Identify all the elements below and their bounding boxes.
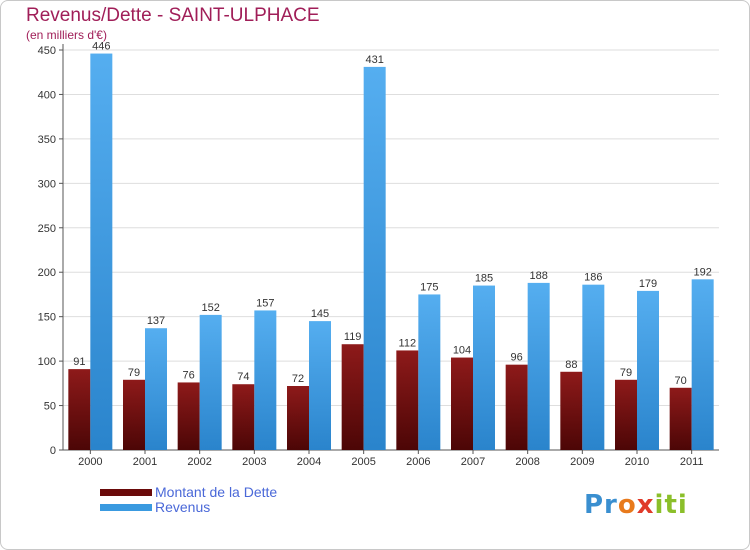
bar-value-label: 72 xyxy=(292,373,304,385)
bar-dette xyxy=(560,371,583,450)
bar-value-label: 179 xyxy=(639,278,657,290)
x-tick-label: 2009 xyxy=(570,456,594,468)
bar-value-label: 79 xyxy=(620,367,632,379)
bar-value-label: 91 xyxy=(73,356,85,368)
bar-revenus xyxy=(691,279,714,450)
bar-value-label: 186 xyxy=(584,272,602,284)
bar-dette xyxy=(341,344,364,450)
legend-swatch-dette xyxy=(100,489,152,496)
y-tick-label: 450 xyxy=(38,45,56,57)
bar-value-label: 96 xyxy=(511,352,523,364)
bar-dette xyxy=(287,386,309,450)
bar-revenus xyxy=(473,285,495,450)
x-tick-label: 2004 xyxy=(297,456,321,468)
y-tick-label: 100 xyxy=(38,356,56,368)
bar-value-label: 175 xyxy=(420,281,438,293)
bar-revenus xyxy=(637,290,659,450)
bar-revenus xyxy=(418,294,441,450)
x-tick-label: 2007 xyxy=(461,456,485,468)
logo-part-2: o xyxy=(617,490,637,520)
bar-value-label: 88 xyxy=(565,359,577,371)
bar-dette xyxy=(232,384,255,450)
bar-revenus xyxy=(582,284,605,450)
y-tick-label: 0 xyxy=(50,445,56,457)
bar-dette xyxy=(123,379,145,450)
x-tick-label: 2002 xyxy=(187,456,211,468)
bar-value-label: 431 xyxy=(365,54,383,66)
bar-dette xyxy=(451,357,473,450)
logo-part-1: Pr xyxy=(584,490,618,520)
axes: 0 50 100 150 200 250 300 350 400 450 2000 2001 2002 2… xyxy=(38,44,719,468)
y-tick-label: 250 xyxy=(38,223,56,235)
y-tick-label: 50 xyxy=(44,401,56,413)
bar-value-label: 185 xyxy=(475,273,493,285)
y-tick-label: 350 xyxy=(38,134,56,146)
bar-revenus xyxy=(145,328,167,450)
bar-revenus xyxy=(309,321,331,450)
bar-value-label: 157 xyxy=(256,297,274,309)
bar-value-label: 188 xyxy=(529,270,547,282)
chart-title: Revenus/Dette - SAINT-ULPHACE xyxy=(26,5,320,26)
legend-swatch-revenus xyxy=(100,504,152,511)
labels: 91 446 79 137 76 152 74 157 72 145 119 431 112 175 104… xyxy=(73,41,712,387)
bars xyxy=(68,53,714,451)
bar-value-label: 192 xyxy=(693,266,711,278)
y-tick-label: 150 xyxy=(38,312,56,324)
bar-value-label: 112 xyxy=(399,337,417,349)
bar-revenus xyxy=(254,310,277,450)
y-tick-label: 200 xyxy=(38,267,56,279)
x-tick-label: 2005 xyxy=(351,456,375,468)
bar-value-label: 76 xyxy=(183,369,195,381)
legend-label-revenus: Revenus xyxy=(155,499,211,515)
x-tick-label: 2008 xyxy=(515,456,539,468)
bar-dette xyxy=(505,364,528,450)
bar-dette xyxy=(669,387,692,450)
legend-label-dette: Montant de la Dette xyxy=(155,484,278,500)
bar-value-label: 145 xyxy=(311,308,329,320)
bar-revenus xyxy=(527,282,550,450)
logo-part-3: x xyxy=(636,490,655,520)
logo-part-4: iti xyxy=(654,490,688,520)
bar-value-label: 70 xyxy=(675,375,687,387)
proxiti-logo: Proxiti xyxy=(584,490,688,520)
bar-dette xyxy=(615,379,637,450)
bar-revenus xyxy=(199,314,222,450)
bar-revenus xyxy=(90,53,113,451)
x-tick-label: 2011 xyxy=(680,456,704,468)
bar-value-label: 152 xyxy=(201,302,219,314)
bar-revenus xyxy=(363,66,386,450)
y-tick-label: 400 xyxy=(38,89,56,101)
bar-value-label: 446 xyxy=(92,41,110,53)
bar-dette xyxy=(68,369,91,450)
bar-dette xyxy=(177,382,200,450)
bar-value-label: 119 xyxy=(344,331,362,343)
bar-value-label: 74 xyxy=(237,371,249,383)
bar-dette xyxy=(396,350,419,450)
bar-value-label: 104 xyxy=(453,345,471,357)
x-tick-label: 2000 xyxy=(78,456,102,468)
x-tick-label: 2001 xyxy=(133,456,157,468)
bar-value-label: 137 xyxy=(147,315,165,327)
chart-subtitle: (en milliers d'€) xyxy=(26,28,107,42)
x-tick-label: 2006 xyxy=(406,456,430,468)
x-tick-label: 2003 xyxy=(242,456,266,468)
x-tick-label: 2010 xyxy=(625,456,649,468)
y-tick-label: 300 xyxy=(38,178,56,190)
bar-value-label: 79 xyxy=(128,367,140,379)
